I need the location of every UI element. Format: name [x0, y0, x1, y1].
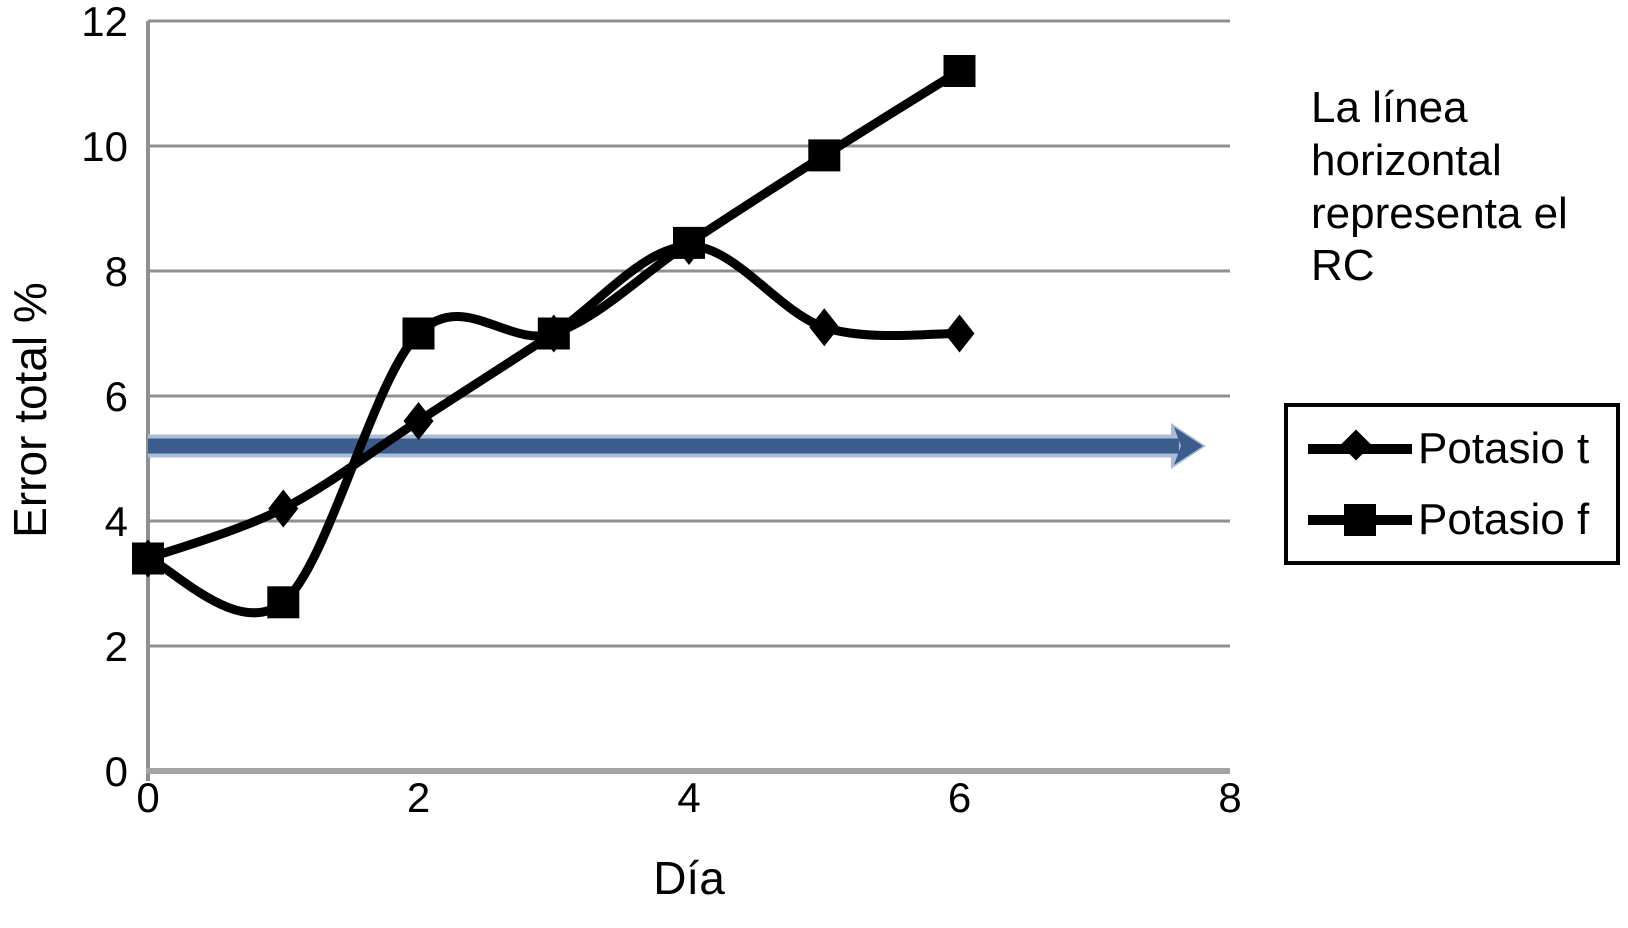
legend-item-potasio-t: Potasio t — [1308, 424, 1616, 474]
legend-label: Potasio t — [1418, 423, 1590, 473]
x-tick-label: 0 — [136, 774, 159, 821]
marker-square — [537, 317, 570, 350]
marker-square — [267, 586, 300, 619]
rc-arrow-head — [1173, 427, 1203, 465]
x-tick-label: 6 — [948, 774, 971, 821]
legend: Potasio t Potasio f — [1284, 403, 1620, 565]
y-tick-label: 12 — [81, 0, 128, 45]
x-axis-title: Día — [653, 852, 725, 904]
marker-square — [808, 139, 841, 172]
legend-label: Potasio f — [1418, 494, 1590, 544]
square-marker-icon — [1308, 502, 1412, 538]
marker-diamond — [809, 308, 840, 347]
marker-diamond — [944, 314, 975, 353]
y-tick-label: 4 — [105, 498, 128, 545]
diamond-marker-icon — [1308, 428, 1412, 467]
x-tick-label: 4 — [677, 774, 700, 821]
series-potasio-t-line — [143, 241, 964, 563]
y-tick-label: 6 — [105, 373, 128, 420]
y-tick-label: 8 — [105, 248, 128, 295]
y-tick-label: 10 — [81, 123, 128, 170]
marker-diamond — [403, 402, 434, 440]
x-tick-label: 8 — [1218, 774, 1241, 821]
legend-item-potasio-f: Potasio f — [1308, 495, 1616, 545]
marker-square — [943, 55, 976, 87]
marker-square — [402, 317, 435, 350]
marker-square — [132, 542, 164, 575]
y-tick-label: 0 — [105, 748, 128, 795]
y-axis-title: Error total % — [4, 282, 56, 538]
marker-diamond — [268, 489, 299, 528]
annotation-text: La línea horizontal representa el RC — [1311, 83, 1568, 291]
x-tick-label: 2 — [407, 774, 430, 821]
y-tick-label: 2 — [105, 623, 128, 670]
marker-square — [673, 226, 705, 259]
